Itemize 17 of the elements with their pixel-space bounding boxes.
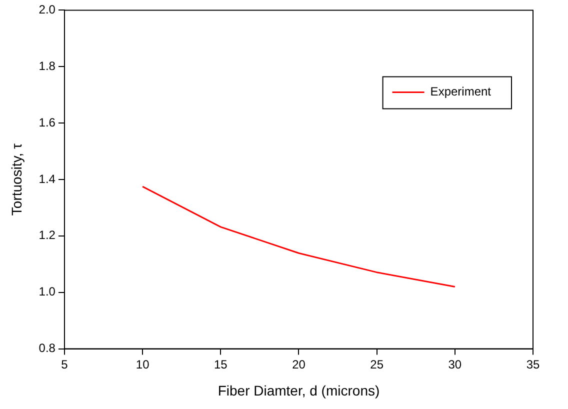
y-tick-label: 1.0 [38,284,56,299]
y-tick-label: 1.2 [38,228,56,242]
y-tick-label: 1.6 [38,115,56,130]
x-tick-label: 25 [370,357,384,372]
x-tick-label: 10 [136,357,150,372]
x-axis-title: Fiber Diamter, d (microns) [218,382,380,398]
x-tick-label: 20 [292,357,306,372]
x-tick-label: 15 [214,357,228,372]
x-tick-label: 35 [526,357,540,372]
y-tick-label: 0.8 [38,341,56,356]
legend-label: Experiment [430,84,492,99]
y-tick-label: 2.0 [38,2,56,17]
y-tick-label: 1.4 [38,172,56,186]
y-axis-title: Tortuosity, τ [8,142,24,216]
x-tick-label: 5 [61,357,68,372]
x-tick-label: 30 [448,357,462,372]
y-tick-label: 1.8 [38,58,56,73]
